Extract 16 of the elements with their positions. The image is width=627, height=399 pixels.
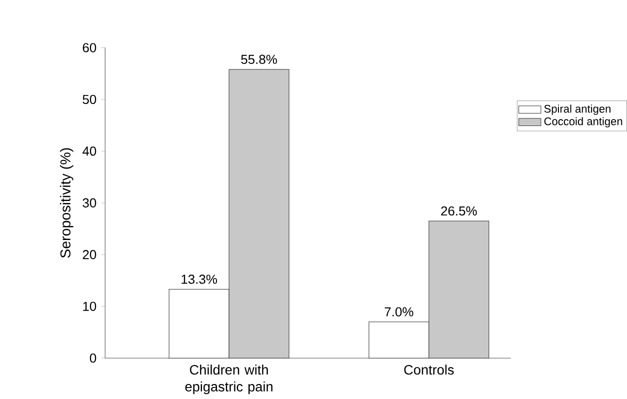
x-tick-label: Controls: [404, 364, 454, 375]
y-tick-label: 0: [90, 354, 96, 363]
y-tick-label: 20: [82, 250, 96, 260]
legend-label: Coccoid antigen: [544, 117, 622, 128]
y-tick-label: 40: [82, 146, 96, 156]
y-tick-label: 60: [82, 43, 96, 53]
data-label: 55.8%: [241, 55, 277, 64]
data-label: 13.3%: [182, 274, 217, 284]
data-label: 7.0%: [384, 307, 414, 317]
y-tick-label: 10: [83, 302, 96, 312]
y-tick-label: 30: [82, 198, 96, 208]
data-label: 26.5%: [441, 206, 477, 216]
y-axis-title: Seropositivity (%): [60, 148, 74, 258]
legend-label: Spiral antigen: [544, 104, 610, 116]
y-tick-label: 50: [82, 95, 96, 104]
x-tick-label: Children with epigastric pain: [185, 364, 272, 394]
